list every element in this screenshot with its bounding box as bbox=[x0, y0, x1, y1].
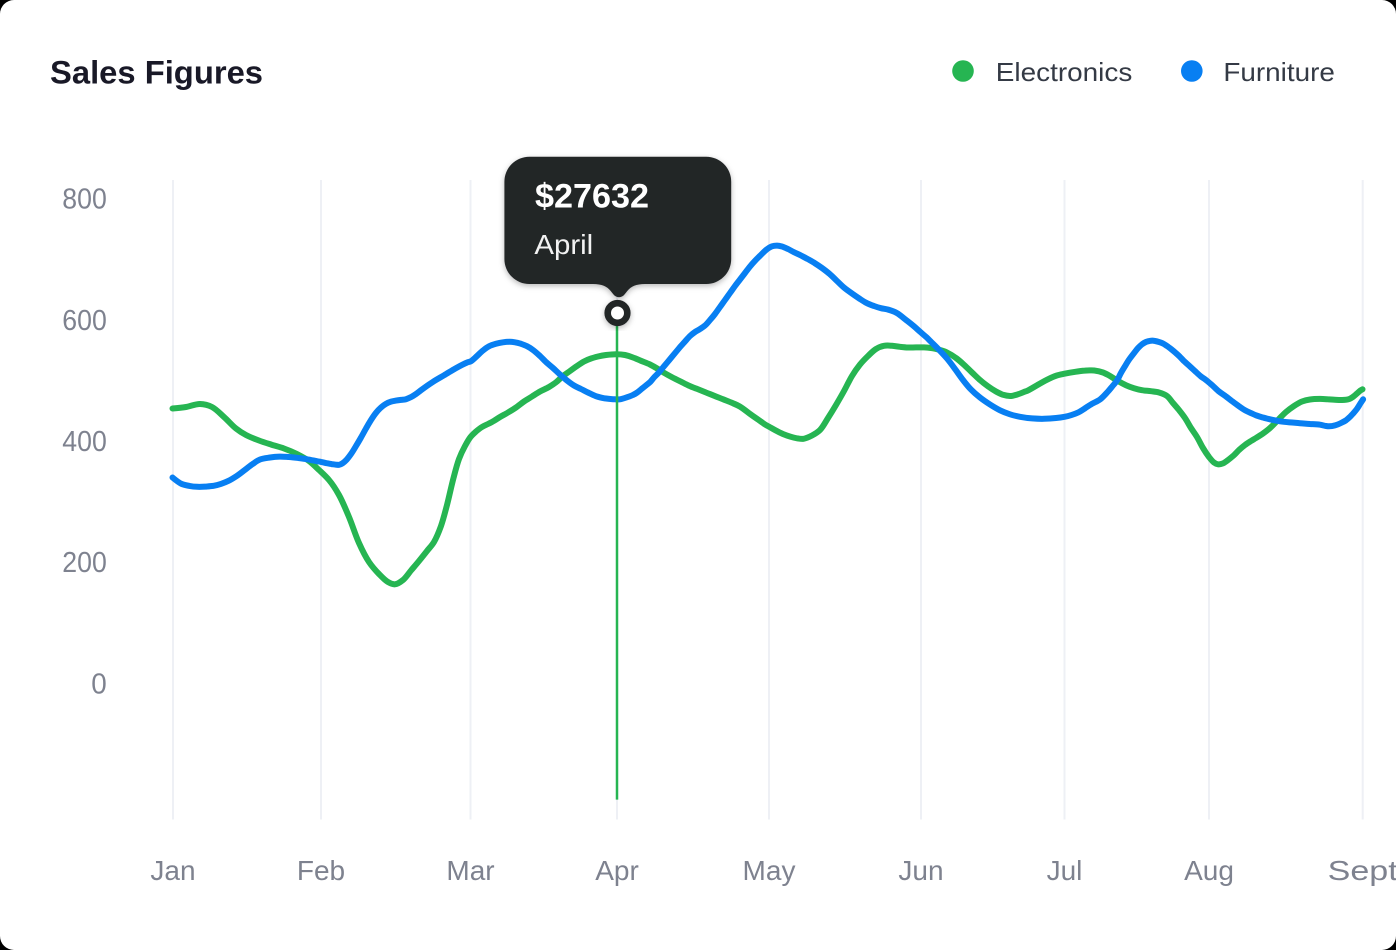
svg-text:Jan: Jan bbox=[150, 855, 195, 886]
svg-text:200: 200 bbox=[62, 547, 107, 579]
svg-text:$27632: $27632 bbox=[535, 178, 649, 216]
svg-text:800: 800 bbox=[62, 184, 107, 216]
svg-text:Sales Figures: Sales Figures bbox=[50, 55, 263, 91]
svg-text:0: 0 bbox=[91, 668, 107, 700]
svg-text:Furniture: Furniture bbox=[1223, 57, 1335, 87]
svg-text:May: May bbox=[743, 855, 796, 886]
svg-text:400: 400 bbox=[62, 426, 107, 458]
svg-text:Feb: Feb bbox=[297, 855, 345, 886]
svg-text:Jun: Jun bbox=[898, 855, 943, 886]
svg-text:Mar: Mar bbox=[446, 855, 494, 886]
svg-text:Aug: Aug bbox=[1184, 855, 1234, 886]
svg-text:600: 600 bbox=[62, 305, 107, 337]
svg-text:Jul: Jul bbox=[1047, 855, 1083, 886]
svg-text:Electronics: Electronics bbox=[996, 57, 1133, 87]
svg-text:April: April bbox=[534, 229, 593, 260]
svg-text:Sept: Sept bbox=[1328, 855, 1396, 886]
svg-text:Apr: Apr bbox=[595, 855, 639, 886]
